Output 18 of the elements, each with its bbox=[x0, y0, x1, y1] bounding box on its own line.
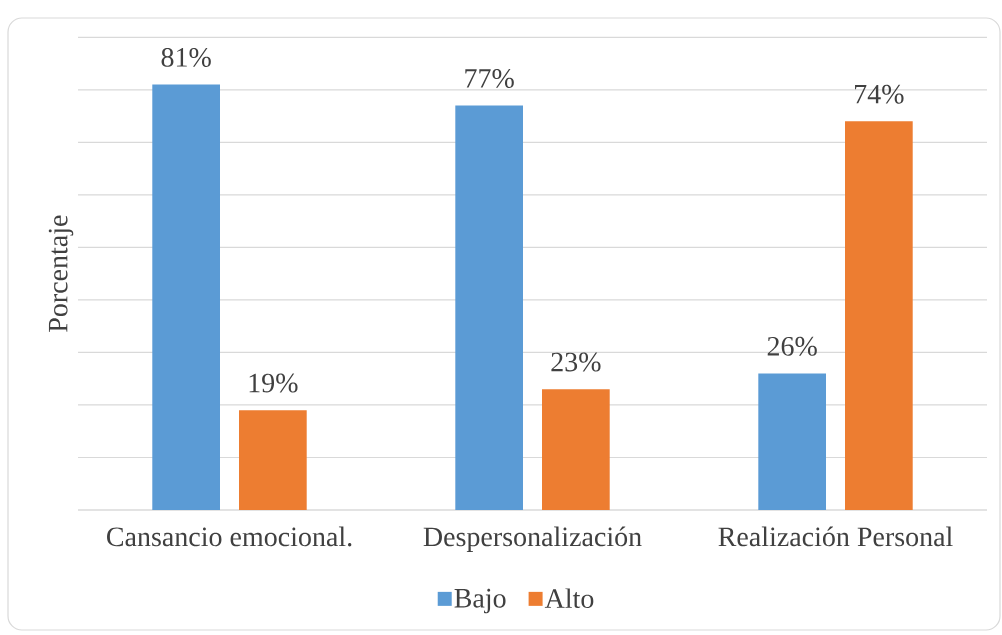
bar bbox=[758, 373, 826, 510]
x-tick-label: Despersonalización bbox=[423, 526, 642, 552]
bar bbox=[542, 389, 610, 510]
data-label: 19% bbox=[249, 373, 298, 393]
bar bbox=[455, 105, 523, 510]
data-label: 74% bbox=[855, 84, 904, 104]
data-label: 81% bbox=[161, 47, 211, 67]
bar bbox=[845, 121, 913, 510]
bar bbox=[239, 410, 307, 510]
data-label: 23% bbox=[551, 352, 601, 372]
data-label: 26% bbox=[767, 336, 817, 356]
bar bbox=[152, 84, 220, 510]
y-axis-title: Porcentaje bbox=[48, 215, 74, 332]
legend-label: Bajo bbox=[454, 588, 506, 614]
data-label: 77% bbox=[465, 68, 514, 88]
legend-label: Alto bbox=[544, 588, 594, 609]
x-tick-label: Realización Personal bbox=[718, 526, 953, 547]
x-tick-label: Cansancio emocional. bbox=[107, 526, 352, 547]
